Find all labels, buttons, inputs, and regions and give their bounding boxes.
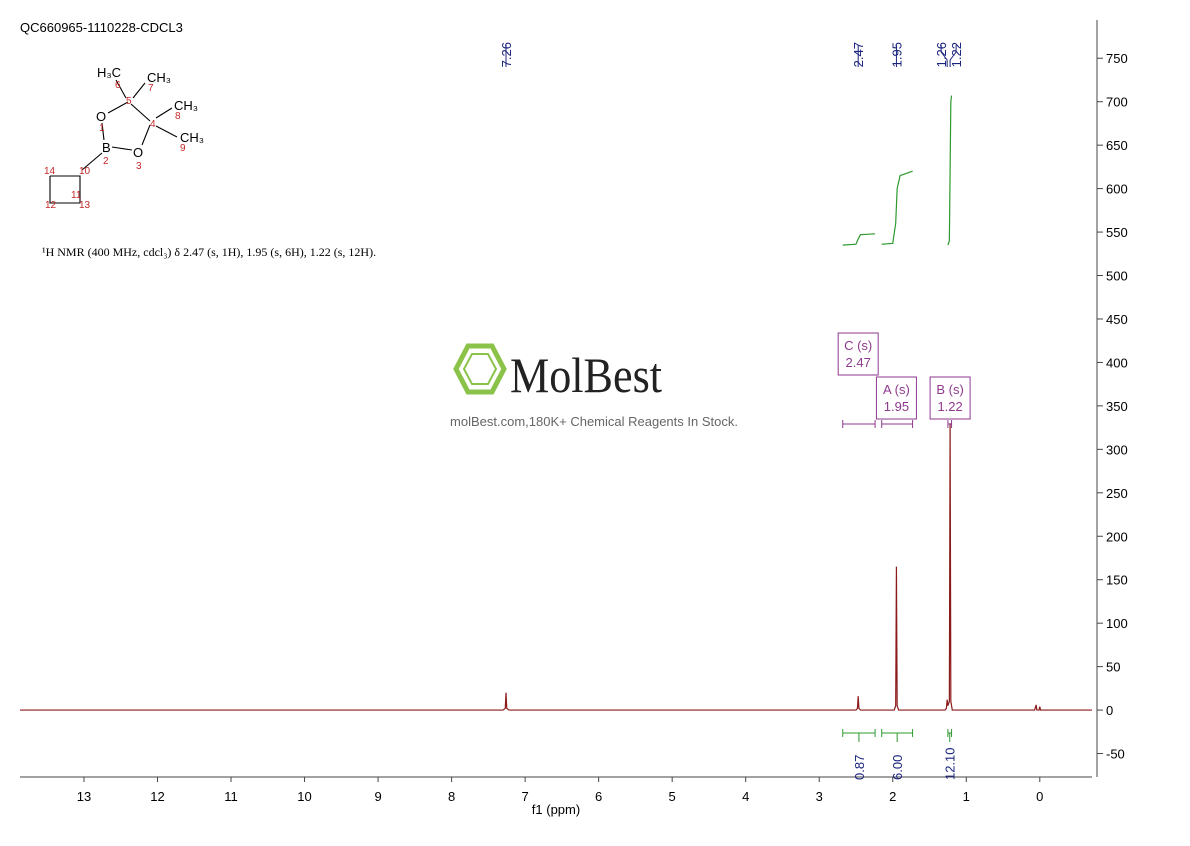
multiplet-range xyxy=(947,420,953,428)
x-tick-label: 11 xyxy=(224,789,238,804)
locant: 3 xyxy=(136,161,142,172)
integral-label: 12.10 xyxy=(943,747,958,780)
peak-label: 7.26 xyxy=(499,42,514,67)
y-tick-label: 500 xyxy=(1106,269,1128,284)
x-tick-label: 13 xyxy=(77,789,91,804)
peak-marker xyxy=(949,45,957,67)
x-tick-label: 12 xyxy=(150,789,164,804)
y-tick-label: 0 xyxy=(1106,703,1113,718)
peak-label: 1.95 xyxy=(889,42,904,67)
multiplet-shift: 1.22 xyxy=(937,399,962,414)
atom: H₃C xyxy=(97,65,121,80)
y-tick-label: 350 xyxy=(1106,399,1128,414)
x-tick-label: 9 xyxy=(374,789,381,804)
tagline: molBest.com,180K+ Chemical Reagents In S… xyxy=(450,414,738,429)
y-tick-label: 400 xyxy=(1106,355,1128,370)
atom: CH₃ xyxy=(174,98,198,113)
locants: 1 2 3 4 5 6 7 8 9 10 11 12 13 14 xyxy=(44,80,186,211)
x-tick-label: 10 xyxy=(297,789,311,804)
locant: 1 xyxy=(99,123,105,134)
y-tick-label: -50 xyxy=(1106,747,1125,762)
locant: 2 xyxy=(103,156,109,167)
atoms: H₃C CH₃ CH₃ CH₃ O B O xyxy=(96,65,204,160)
locant: 13 xyxy=(79,200,91,211)
integral-curve xyxy=(842,233,876,246)
locant: 11 xyxy=(71,190,82,201)
locant: 10 xyxy=(79,166,91,177)
locant: 14 xyxy=(44,166,56,177)
peak-label: 2.47 xyxy=(851,42,866,67)
atom: O xyxy=(133,145,143,160)
x-tick-label: 0 xyxy=(1036,789,1043,804)
locant: 8 xyxy=(175,111,181,122)
atom: CH₃ xyxy=(147,70,171,85)
integral-curve xyxy=(881,170,913,245)
multiplet-range xyxy=(842,420,876,428)
y-tick-label: 200 xyxy=(1106,529,1128,544)
nmr-description: ¹H NMR (400 MHz, cdcl₃) δ 2.47 (s, 1H), … xyxy=(42,245,376,259)
brand: MolBest xyxy=(510,347,662,403)
spectrum xyxy=(20,423,1092,711)
integral-range xyxy=(881,729,914,742)
x-tick-label: 8 xyxy=(448,789,455,804)
x-tick-label: 7 xyxy=(522,789,529,804)
x-tick-label: 6 xyxy=(595,789,602,804)
locant: 9 xyxy=(180,143,186,154)
multiplet-shift: 1.95 xyxy=(884,399,909,414)
x-tick-label: 3 xyxy=(816,789,823,804)
multiplet-shift: 2.47 xyxy=(846,355,871,370)
atom: B xyxy=(102,140,111,155)
locant: 5 xyxy=(126,96,132,107)
structure xyxy=(49,79,178,204)
multiplet-box xyxy=(875,376,917,420)
chart-title: QC660965-1110228-CDCL3 xyxy=(20,20,183,35)
y-tick-label: 300 xyxy=(1106,442,1128,457)
y-tick-label: 50 xyxy=(1106,660,1120,675)
multiplet-label: B (s) xyxy=(936,382,963,397)
integral-label: 6.00 xyxy=(890,755,905,780)
atom: O xyxy=(96,109,106,124)
x-tick-label: 1 xyxy=(963,789,970,804)
x-axis-label: f1 (ppm) xyxy=(532,802,580,817)
y-tick-label: 100 xyxy=(1106,616,1128,631)
watermark: MolBest molBest.com,180K+ Chemical Reage… xyxy=(450,343,738,429)
peak-label: 1.22 xyxy=(949,42,964,67)
peak-label: 1.26 xyxy=(934,42,949,67)
integral-range xyxy=(842,729,876,742)
y-tick-label: 450 xyxy=(1106,312,1128,327)
integral-range xyxy=(947,729,953,742)
y-tick-label: 600 xyxy=(1106,182,1128,197)
x-tick-label: 4 xyxy=(742,789,749,804)
multiplet-range xyxy=(881,420,914,428)
peak-marker xyxy=(940,45,948,67)
x-tick-label: 5 xyxy=(669,789,676,804)
y-tick-label: 150 xyxy=(1106,573,1128,588)
x-tick-label: 2 xyxy=(889,789,896,804)
multiplet-box xyxy=(837,332,879,376)
multiplet-label: A (s) xyxy=(883,382,910,397)
locant: 7 xyxy=(148,83,154,94)
y-tick-label: 750 xyxy=(1106,51,1128,66)
atom: CH₃ xyxy=(180,130,204,145)
integral-label: 0.87 xyxy=(852,755,867,780)
locant: 6 xyxy=(115,80,121,91)
integral-curve xyxy=(947,95,953,246)
y-tick-label: 650 xyxy=(1106,138,1128,153)
y-tick-label: 550 xyxy=(1106,225,1128,240)
multiplet-box xyxy=(929,376,971,420)
y-tick-label: 250 xyxy=(1106,486,1128,501)
locant: 4 xyxy=(150,119,156,130)
y-tick-label: 700 xyxy=(1106,95,1128,110)
multiplet-label: C (s) xyxy=(844,338,872,353)
locant: 12 xyxy=(45,200,57,211)
